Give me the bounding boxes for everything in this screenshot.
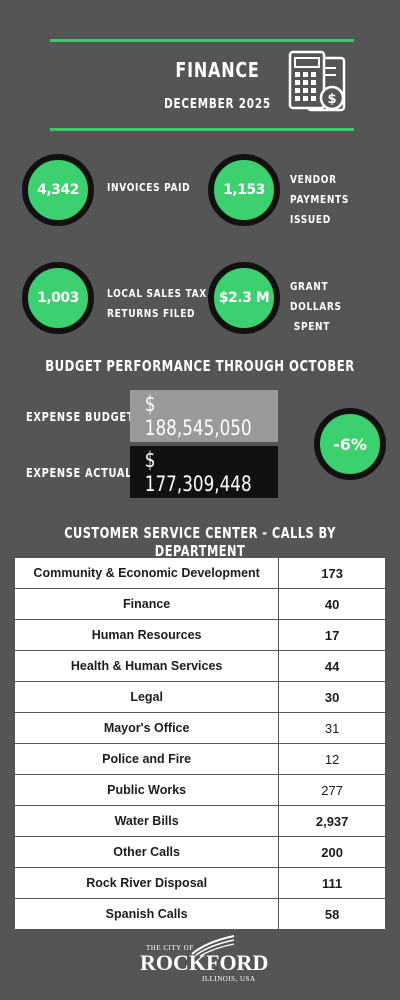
page-title: FINANCE: [175, 58, 260, 82]
call-count-cell: 30: [278, 681, 386, 713]
stat-grant-dollars-value: $2.3 M: [208, 262, 280, 334]
stat-vendor-payments-label: VENDOR PAYMENTS ISSUED: [290, 173, 350, 226]
call-count-cell: 58: [278, 898, 386, 930]
expense-actual-label: EXPENSE ACTUAL: [26, 466, 133, 480]
svg-text:$: $: [327, 92, 336, 107]
table-row: Health & Human Services 44: [13, 650, 386, 682]
call-count-cell: 31: [278, 712, 386, 744]
expense-actual-value: $ 177,309,448: [144, 448, 252, 496]
table-row: Human Resources 17: [13, 619, 386, 651]
stat-grant-dollars-label: GRANT DOLLARS SPENT: [290, 280, 342, 333]
department-cell: Health & Human Services: [13, 650, 280, 682]
stat-sales-tax-returns-label: LOCAL SALES TAX RETURNS FILED: [107, 287, 207, 320]
table-row: Community & Economic Development 173: [13, 557, 386, 589]
table-row: Water Bills 2,937: [13, 805, 386, 837]
department-cell: Human Resources: [13, 619, 280, 651]
call-count-cell: 17: [278, 619, 386, 651]
department-cell: Public Works: [13, 774, 280, 806]
department-cell: Rock River Disposal: [13, 867, 280, 899]
department-cell: Legal: [13, 681, 280, 713]
department-cell: Mayor's Office: [13, 712, 280, 744]
table-row: Legal 30: [13, 681, 386, 713]
table-row: Police and Fire 12: [13, 743, 386, 775]
call-count-cell: 44: [278, 650, 386, 682]
logo-line3: ILLINOIS, USA: [202, 975, 256, 983]
table-row: Other Calls 200: [13, 836, 386, 868]
stat-invoices-paid-value: 4,342: [22, 154, 94, 226]
call-count-cell: 12: [278, 743, 386, 775]
call-count-cell: 173: [278, 557, 386, 589]
rockford-swoosh-icon: [191, 935, 235, 956]
department-cell: Finance: [13, 588, 280, 620]
expense-budget-value: $ 188,545,050: [144, 392, 252, 440]
budget-variance-circle: -6%: [314, 408, 386, 480]
department-cell: Spanish Calls: [13, 898, 280, 930]
department-cell: Police and Fire: [13, 743, 280, 775]
calls-table: Community & Economic Development 173 Finan…: [13, 557, 386, 930]
call-count-cell: 111: [278, 867, 386, 899]
logo-line2: ROCKFORD: [140, 950, 269, 975]
department-cell: Other Calls: [13, 836, 280, 868]
table-row: Public Works 277: [13, 774, 386, 806]
header-top-rule: [50, 39, 354, 42]
page-subtitle: DECEMBER 2025: [164, 97, 271, 112]
table-row: Rock River Disposal 111: [13, 867, 386, 899]
expense-actual-box: $ 177,309,448: [130, 446, 278, 498]
expense-budget-box: $ 188,545,050: [130, 390, 278, 442]
call-count-cell: 277: [278, 774, 386, 806]
header-bottom-rule: [50, 128, 354, 131]
calls-heading: CUSTOMER SERVICE CENTER - CALLS BY DEPAR…: [64, 524, 336, 560]
call-count-cell: 2,937: [278, 805, 386, 837]
table-row: Mayor's Office 31: [13, 712, 386, 744]
budget-heading: BUDGET PERFORMANCE THROUGH OCTOBER: [45, 357, 355, 375]
stat-invoices-paid-label: INVOICES PAID: [107, 181, 191, 194]
logo-line1: THE CITY OF: [146, 944, 194, 952]
stat-sales-tax-returns-value: 1,003: [22, 262, 94, 334]
department-cell: Water Bills: [13, 805, 280, 837]
stat-vendor-payments-value: 1,153: [208, 154, 280, 226]
call-count-cell: 200: [278, 836, 386, 868]
calculator-invoice-icon: $: [288, 50, 346, 112]
table-row: Spanish Calls 58: [13, 898, 386, 930]
department-cell: Community & Economic Development: [13, 557, 280, 589]
call-count-cell: 40: [278, 588, 386, 620]
expense-budget-label: EXPENSE BUDGET: [26, 410, 135, 424]
table-row: Finance 40: [13, 588, 386, 620]
city-of-rockford-logo: THE CITY OF ROCKFORD ILLINOIS, USA: [140, 934, 268, 990]
